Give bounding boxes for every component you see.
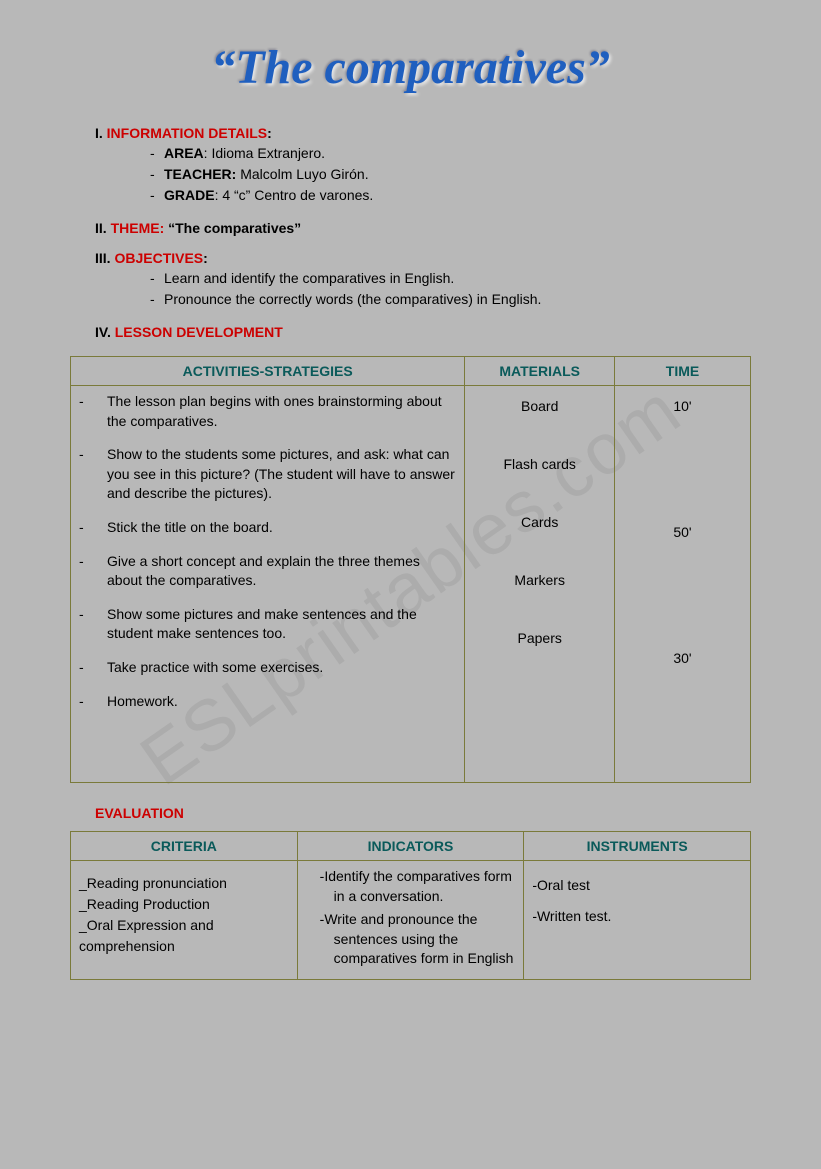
header-indicators: INDICATORS: [297, 832, 524, 861]
section-head-lesson: IV. LESSON DEVELOPMENT: [95, 324, 283, 340]
criteria-item: _Reading Production: [79, 894, 289, 915]
section-num: II.: [95, 220, 107, 236]
info-list: -AREA: Idioma Extranjero. -TEACHER: Malc…: [95, 143, 751, 206]
activity-text: Show some pictures and make sentences an…: [107, 606, 417, 642]
indicators-cell: -Identify the comparatives form in a con…: [297, 861, 524, 980]
info-item: -TEACHER: Malcolm Luyo Girón.: [150, 164, 751, 185]
material-item: Board: [473, 398, 606, 414]
theme-value: “The comparatives”: [168, 220, 301, 236]
info-value: : Idioma Extranjero.: [204, 145, 325, 161]
section-lesson-dev: IV. LESSON DEVELOPMENT: [70, 324, 751, 342]
section-evaluation: EVALUATION: [70, 805, 751, 821]
header-materials: MATERIALS: [465, 357, 615, 386]
material-item: Markers: [473, 572, 606, 588]
header-time: TIME: [614, 357, 750, 386]
material-item: Cards: [473, 514, 606, 530]
table-row: _Reading pronunciation _Reading Producti…: [71, 861, 751, 980]
activity-item: -Show to the students some pictures, and…: [79, 445, 456, 504]
activity-text: Stick the title on the board.: [107, 519, 273, 535]
section-objectives: III. OBJECTIVES: -Learn and identify the…: [70, 250, 751, 310]
activity-text: Show to the students some pictures, and …: [107, 446, 455, 501]
info-label: GRADE: [164, 187, 215, 203]
objective-item: -Learn and identify the comparatives in …: [150, 268, 751, 289]
activity-item: -Give a short concept and explain the th…: [79, 552, 456, 591]
indicator-text: Identify the comparatives form in a conv…: [324, 868, 512, 904]
activity-text: Give a short concept and explain the thr…: [107, 553, 420, 589]
criteria-cell: _Reading pronunciation _Reading Producti…: [71, 861, 298, 980]
lesson-development-table: ACTIVITIES-STRATEGIES MATERIALS TIME -Th…: [70, 356, 751, 783]
section-head-obj: III. OBJECTIVES:: [95, 250, 208, 266]
info-item: -GRADE: 4 “c” Centro de varones.: [150, 185, 751, 206]
activity-item: -Take practice with some exercises.: [79, 658, 456, 678]
activities-cell: -The lesson plan begins with ones brains…: [71, 386, 465, 783]
info-label: AREA: [164, 145, 204, 161]
header-activities: ACTIVITIES-STRATEGIES: [71, 357, 465, 386]
instrument-item: -Oral test: [532, 873, 742, 898]
instrument-item: -Written test.: [532, 904, 742, 929]
criteria-item: _Reading pronunciation: [79, 873, 289, 894]
objective-text: Learn and identify the comparatives in E…: [164, 270, 454, 286]
section-colon: :: [267, 125, 272, 141]
section-theme: II. THEME: “The comparatives”: [70, 220, 751, 236]
criteria-item: _Oral Expression and comprehension: [79, 915, 289, 957]
section-title: OBJECTIVES: [114, 250, 203, 266]
objectives-list: -Learn and identify the comparatives in …: [95, 268, 751, 310]
indicator-item: -Identify the comparatives form in a con…: [306, 867, 516, 906]
time-item: 30': [623, 650, 742, 666]
activity-item: -Stick the title on the board.: [79, 518, 456, 538]
evaluation-table: CRITERIA INDICATORS INSTRUMENTS _Reading…: [70, 831, 751, 980]
objective-item: -Pronounce the correctly words (the comp…: [150, 289, 751, 310]
activity-text: Take practice with some exercises.: [107, 659, 323, 675]
activity-item: -Show some pictures and make sentences a…: [79, 605, 456, 644]
material-item: Flash cards: [473, 456, 606, 472]
section-head-info: I. INFORMATION DETAILS:: [95, 125, 272, 141]
info-label: TEACHER:: [164, 166, 236, 182]
indicator-item: -Write and pronounce the sentences using…: [306, 910, 516, 969]
section-colon: :: [203, 250, 208, 266]
section-title: THEME:: [111, 220, 165, 236]
objective-text: Pronounce the correctly words (the compa…: [164, 291, 541, 307]
time-cell: 10' 50' 30': [614, 386, 750, 783]
time-item: 10': [623, 398, 742, 414]
section-information: I. INFORMATION DETAILS: -AREA: Idioma Ex…: [70, 125, 751, 206]
activity-item: -Homework.: [79, 692, 456, 712]
activity-text: Homework.: [107, 693, 178, 709]
activity-item: -The lesson plan begins with ones brains…: [79, 392, 456, 431]
info-item: -AREA: Idioma Extranjero.: [150, 143, 751, 164]
header-instruments: INSTRUMENTS: [524, 832, 751, 861]
section-num: IV.: [95, 324, 111, 340]
instruments-cell: -Oral test -Written test.: [524, 861, 751, 980]
time-item: 50': [623, 524, 742, 540]
page-container: “The comparatives” I. INFORMATION DETAIL…: [0, 0, 821, 1010]
section-num: III.: [95, 250, 111, 266]
info-value: Malcolm Luyo Girón.: [236, 166, 368, 182]
table-header-row: CRITERIA INDICATORS INSTRUMENTS: [71, 832, 751, 861]
table-row: -The lesson plan begins with ones brains…: [71, 386, 751, 783]
table-header-row: ACTIVITIES-STRATEGIES MATERIALS TIME: [71, 357, 751, 386]
material-item: Papers: [473, 630, 606, 646]
materials-cell: Board Flash cards Cards Markers Papers: [465, 386, 615, 783]
page-title: “The comparatives”: [70, 40, 751, 95]
activity-text: The lesson plan begins with ones brainst…: [107, 393, 442, 429]
section-title: INFORMATION DETAILS: [107, 125, 267, 141]
info-value: : 4 “c” Centro de varones.: [215, 187, 374, 203]
indicator-text: Write and pronounce the sentences using …: [324, 911, 513, 966]
section-num: I.: [95, 125, 103, 141]
header-criteria: CRITERIA: [71, 832, 298, 861]
section-title: LESSON DEVELOPMENT: [115, 324, 283, 340]
